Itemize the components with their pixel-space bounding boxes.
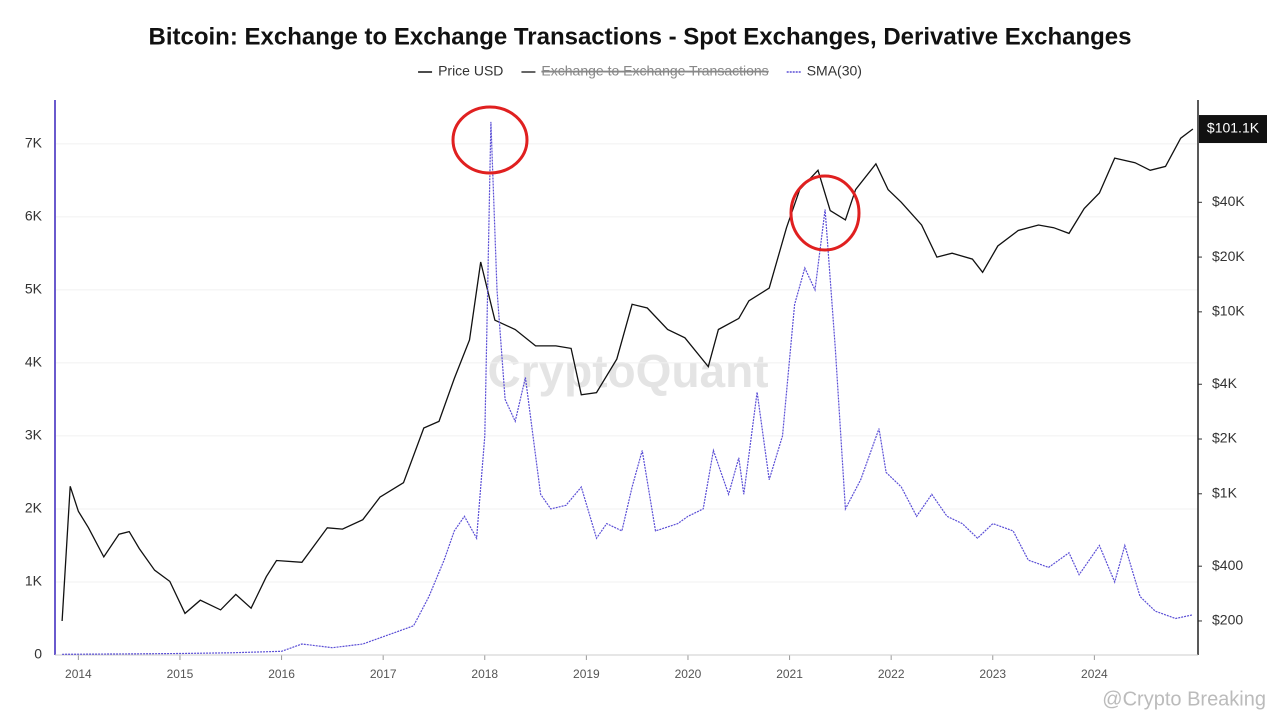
series-line bbox=[62, 121, 1194, 655]
last-value-box bbox=[1199, 115, 1267, 144]
watermark: @Crypto Breaking bbox=[1102, 688, 1266, 710]
y-tick-label: 2K bbox=[25, 500, 43, 516]
chart-title: Bitcoin: Exchange to Exchange Transactio… bbox=[149, 23, 1132, 50]
x-tick-label: 2020 bbox=[675, 667, 702, 681]
legend-item: Exchange to Exchange Transactions bbox=[521, 63, 769, 79]
y2-tick-label: $200 bbox=[1212, 612, 1243, 628]
y2-tick-label: $20K bbox=[1212, 248, 1245, 264]
x-tick-label: 2021 bbox=[776, 667, 803, 681]
y2-tick-label: $2K bbox=[1212, 430, 1238, 446]
y2-tick-label: $4K bbox=[1212, 375, 1238, 391]
y2-tick-label: $10K bbox=[1212, 303, 1245, 319]
x-tick-label: 2024 bbox=[1081, 667, 1108, 681]
x-tick-label: 2023 bbox=[979, 667, 1006, 681]
x-tick-label: 2015 bbox=[167, 667, 194, 681]
legend-label: SMA(30) bbox=[807, 63, 862, 79]
legend-item: Price USD bbox=[418, 63, 503, 79]
y2-tick-label: $400 bbox=[1212, 557, 1243, 573]
y-tick-label: 1K bbox=[25, 573, 43, 589]
highlight-circle bbox=[451, 105, 529, 175]
x-tick-label: 2018 bbox=[471, 667, 498, 681]
x-tick-label: 2022 bbox=[878, 667, 905, 681]
watermark: CryptoQuant bbox=[487, 345, 768, 397]
highlight-circle bbox=[789, 174, 861, 252]
y-tick-label: 3K bbox=[25, 427, 43, 443]
x-tick-label: 2016 bbox=[268, 667, 295, 681]
x-tick-label: 2014 bbox=[65, 667, 92, 681]
y2-tick-label: $40K bbox=[1212, 193, 1245, 209]
y-tick-label: 4K bbox=[25, 354, 43, 370]
x-tick-label: 2017 bbox=[370, 667, 397, 681]
y-tick-label: 7K bbox=[25, 135, 43, 151]
legend-label: Exchange to Exchange Transactions bbox=[541, 63, 768, 79]
y2-tick-label: $1K bbox=[1212, 484, 1238, 500]
legend-label: Price USD bbox=[438, 63, 503, 79]
legend: Price USD Exchange to Exchange Transactio… bbox=[418, 63, 862, 79]
legend-item: SMA(30) bbox=[786, 63, 862, 79]
x-tick-label: 2019 bbox=[573, 667, 600, 681]
y-tick-label: 0 bbox=[34, 646, 42, 662]
series-line bbox=[61, 128, 1194, 622]
y-tick-label: 5K bbox=[25, 281, 43, 297]
last-value-label: $101.1K bbox=[1207, 120, 1260, 136]
y-tick-label: 6K bbox=[25, 208, 43, 224]
